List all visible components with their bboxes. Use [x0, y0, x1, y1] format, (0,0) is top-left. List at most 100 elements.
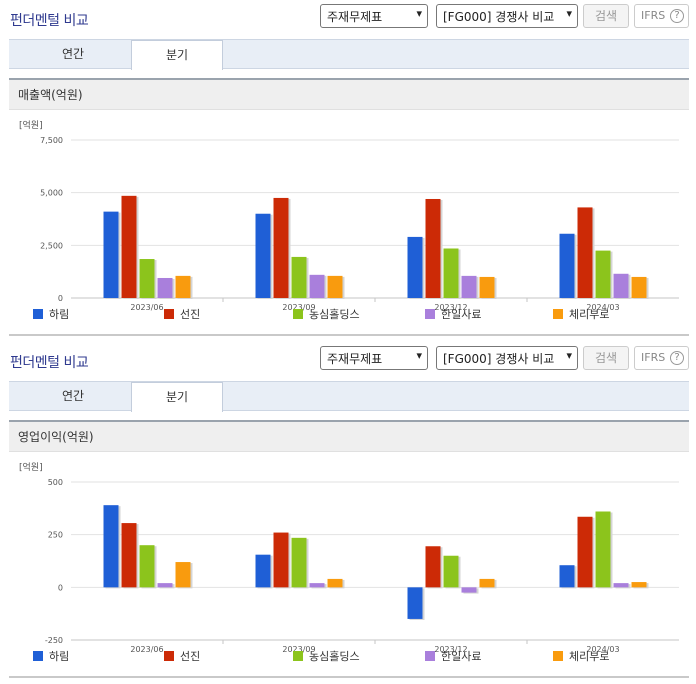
compare-group-select[interactable]: [FG000] 경쟁사 비교 ▾: [436, 346, 578, 370]
bar: [103, 505, 119, 588]
legend-label: 선진: [180, 308, 200, 321]
y-tick-label: -250: [45, 636, 63, 645]
y-tick-label: 500: [48, 478, 63, 487]
bar: [461, 275, 477, 298]
bar: [479, 276, 495, 298]
report-type-select[interactable]: 주재무제표 ▾: [320, 4, 428, 28]
revenue-chart: 매출액(억원) [억원] 0 2,500 5,000 7,500 2023/06 2023/…: [9, 78, 689, 336]
compare-group-value: [FG000] 경쟁사 비교: [443, 10, 555, 24]
panel-title: 펀더멘털 비교: [10, 13, 89, 29]
divider: [9, 676, 689, 678]
operating-profit-bar-chart: [억원] -250 0 250 500 2023/06 2023/09 2023/12 2024…: [19, 461, 679, 663]
bar: [631, 276, 647, 298]
y-tick-label: 250: [48, 531, 63, 540]
legend-swatch: [553, 309, 563, 319]
bar: [613, 583, 629, 588]
bar: [327, 275, 343, 298]
bar: [273, 532, 289, 588]
chevron-down-icon: ▾: [416, 7, 422, 20]
chevron-down-icon: ▾: [566, 7, 572, 20]
legend-label: 한일사료: [441, 649, 481, 663]
bar: [139, 259, 155, 298]
search-button[interactable]: 검색: [583, 4, 629, 28]
panel-header: 펀더멘털 비교 주재무제표 ▾ [FG000] 경쟁사 비교 ▾ 검색 IFRS…: [0, 342, 696, 378]
x-tick-label: 2023/09: [282, 303, 315, 312]
x-tick-label: 2024/03: [586, 303, 619, 312]
y-tick-label: 7,500: [40, 136, 63, 145]
bar: [273, 197, 289, 298]
bar: [121, 195, 137, 298]
legend-label: 체리부로: [569, 650, 609, 663]
bar: [255, 554, 271, 588]
bar: [559, 565, 575, 588]
search-button[interactable]: 검색: [583, 346, 629, 370]
ifrs-button[interactable]: IFRS ?: [634, 4, 689, 28]
compare-group-select[interactable]: [FG000] 경쟁사 비교 ▾: [436, 4, 578, 28]
bar: [327, 578, 343, 588]
ifrs-label: IFRS: [641, 351, 666, 364]
y-tick-label: 2,500: [40, 241, 63, 250]
divider: [9, 334, 689, 336]
tab-quarterly[interactable]: 분기: [131, 382, 223, 412]
ifrs-button[interactable]: IFRS ?: [634, 346, 689, 370]
bar: [309, 274, 325, 298]
chevron-down-icon: ▾: [566, 349, 572, 362]
bar: [479, 578, 495, 588]
legend-label: 체리부로: [569, 308, 609, 321]
bar: [255, 213, 271, 298]
legend-swatch: [293, 309, 303, 319]
x-tick-label: 2023/12: [434, 645, 467, 654]
bar: [407, 236, 423, 298]
bar: [577, 207, 593, 298]
bar: [309, 583, 325, 588]
bar: [157, 583, 173, 588]
tab-quarterly[interactable]: 분기: [131, 40, 223, 70]
bar: [175, 275, 191, 298]
panel-header: 펀더멘털 비교 주재무제표 ▾ [FG000] 경쟁사 비교 ▾ 검색 IFRS…: [0, 0, 696, 36]
bar: [291, 256, 307, 298]
bar: [443, 555, 459, 588]
legend-swatch: [425, 651, 435, 661]
legend-swatch: [33, 651, 43, 661]
legend-label: 하림: [49, 307, 69, 321]
revenue-bar-chart: [억원] 0 2,500 5,000 7,500 2023/06 2023/09 2023/1…: [19, 119, 679, 321]
bar: [443, 248, 459, 298]
fundamental-panel-operating-profit: 펀더멘털 비교 주재무제표 ▾ [FG000] 경쟁사 비교 ▾ 검색 IFRS…: [0, 342, 696, 678]
legend-label: 하림: [49, 649, 69, 663]
bar: [613, 273, 629, 298]
tab-annual[interactable]: 연간: [61, 389, 85, 403]
bar: [139, 545, 155, 588]
period-tabs: 연간 분기: [9, 381, 689, 412]
bar: [157, 277, 173, 298]
legend-label: 선진: [180, 650, 200, 663]
x-tick-label: 2023/06: [130, 303, 163, 312]
bar: [103, 211, 119, 298]
bar: [425, 198, 441, 298]
ifrs-label: IFRS: [641, 9, 666, 22]
y-tick-label: 0: [58, 583, 63, 592]
x-tick-label: 2024/03: [586, 645, 619, 654]
bar: [631, 582, 647, 588]
help-icon[interactable]: ?: [670, 9, 684, 23]
bar: [425, 546, 441, 588]
help-icon[interactable]: ?: [670, 351, 684, 365]
x-tick-label: 2023/09: [282, 645, 315, 654]
operating-profit-chart: 영업이익(억원) [억원] -250 0 250 500 2023/06 2023/09 20…: [9, 420, 689, 678]
bar: [407, 587, 423, 619]
bar: [121, 523, 137, 588]
chevron-down-icon: ▾: [416, 349, 422, 362]
unit-label: [억원]: [19, 461, 43, 473]
x-tick-label: 2023/06: [130, 645, 163, 654]
bar: [175, 562, 191, 588]
report-type-select[interactable]: 주재무제표 ▾: [320, 346, 428, 370]
compare-group-value: [FG000] 경쟁사 비교: [443, 352, 555, 366]
report-type-value: 주재무제표: [327, 10, 383, 24]
legend-swatch: [553, 651, 563, 661]
bar: [559, 233, 575, 298]
y-tick-label: 5,000: [40, 189, 63, 198]
fundamental-panel-revenue: 펀더멘털 비교 주재무제표 ▾ [FG000] 경쟁사 비교 ▾ 검색 IFRS…: [0, 0, 696, 336]
period-tabs: 연간 분기: [9, 39, 689, 70]
bar: [291, 537, 307, 588]
legend-swatch: [33, 309, 43, 319]
tab-annual[interactable]: 연간: [61, 47, 85, 61]
